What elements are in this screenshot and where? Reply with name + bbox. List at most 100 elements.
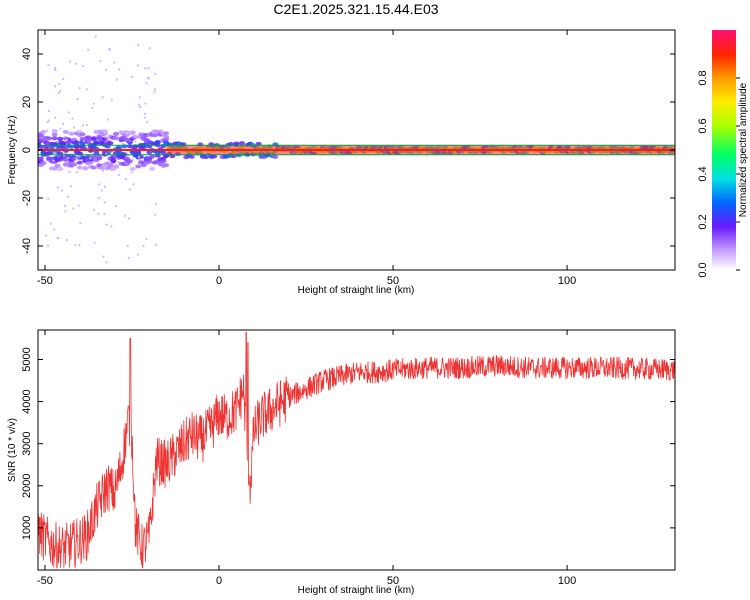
- x-tick-label: 0: [216, 275, 222, 287]
- spectral-cell: [82, 166, 89, 171]
- spectral-speck: [66, 138, 69, 141]
- spectral-speck: [109, 160, 112, 163]
- spectral-speck: [67, 111, 70, 114]
- spectral-speck: [100, 189, 103, 192]
- colorbar-tick-label: 0.6: [697, 118, 709, 133]
- spectral-speck: [87, 48, 90, 51]
- spectral-speck: [147, 67, 150, 70]
- spectral-cell: [76, 165, 83, 170]
- spectral-cell: [163, 131, 170, 136]
- spectral-speck: [92, 102, 95, 105]
- spectral-speck: [126, 155, 129, 158]
- spectral-cell: [140, 145, 147, 150]
- spectral-speck: [68, 170, 71, 173]
- spectral-cell: [79, 132, 86, 137]
- spectral-cell: [112, 164, 119, 169]
- x-tick-label: -50: [37, 575, 53, 587]
- spectral-speck: [74, 244, 77, 247]
- spectral-speck: [56, 140, 59, 143]
- spectral-speck: [77, 204, 80, 207]
- spectral-cell: [93, 140, 100, 145]
- spectral-speck: [113, 61, 116, 64]
- y-tick-label: -40: [21, 238, 33, 254]
- colorbar-label: Normalized spectral amplitude: [738, 82, 749, 217]
- y-tick-label: 40: [21, 48, 33, 60]
- spectral-speck: [105, 68, 108, 71]
- spectral-cell: [62, 157, 69, 162]
- spectral-cell: [101, 131, 108, 136]
- spectral-speck: [62, 122, 65, 125]
- spectral-cell: [51, 132, 58, 137]
- x-tick-label: 50: [387, 575, 399, 587]
- spectral-speck: [82, 140, 85, 143]
- y-tick-label: 0: [21, 147, 33, 153]
- spectral-speck: [97, 197, 100, 200]
- spectral-cell: [115, 145, 122, 150]
- y-tick-label: -20: [21, 190, 33, 206]
- spectral-cell: [62, 129, 69, 134]
- spectral-speck: [145, 82, 148, 85]
- y-tick-label: 4000: [21, 389, 33, 413]
- spectral-speck: [103, 201, 106, 204]
- spectral-cell: [96, 154, 103, 159]
- spectral-speck: [148, 47, 151, 50]
- spectral-cell: [60, 141, 67, 146]
- spectral-speck: [72, 207, 75, 210]
- y-tick-label: 3000: [21, 431, 33, 455]
- spectral-cell: [160, 159, 167, 164]
- spectral-speck: [130, 171, 133, 174]
- snr-x-ticks: -50 0 50 100: [37, 330, 576, 587]
- spectral-speck: [117, 161, 120, 164]
- spectral-cell: [51, 136, 58, 141]
- spectral-speck: [70, 185, 73, 188]
- snr-x-label: Height of straight line (km): [298, 585, 415, 596]
- spectral-speck: [48, 110, 51, 113]
- spectral-speck: [103, 185, 106, 188]
- spectral-speck: [79, 222, 82, 225]
- spectral-cell: [107, 141, 114, 146]
- spectral-cell: [160, 150, 167, 155]
- spectral-speck: [146, 121, 149, 124]
- spectral-cell: [112, 131, 119, 136]
- spectral-speck: [63, 204, 66, 207]
- spectral-cell: [76, 151, 83, 156]
- spectral-cell: [132, 134, 139, 139]
- spectral-speck: [115, 205, 118, 208]
- spectral-speck: [78, 87, 81, 90]
- spectral-speck: [155, 243, 158, 246]
- spectral-cell: [211, 154, 218, 159]
- spectral-cell: [129, 131, 136, 136]
- spectral-speck: [53, 85, 56, 88]
- spectral-speck: [53, 116, 56, 119]
- spectral-speck: [53, 151, 56, 154]
- spectral-speck: [115, 78, 118, 81]
- spectral-cell: [90, 136, 97, 141]
- spectral-speck: [104, 135, 107, 138]
- spectral-speck: [137, 156, 140, 159]
- spectral-speck: [82, 124, 85, 127]
- spectral-speck: [56, 186, 59, 189]
- spectral-speck: [78, 244, 81, 247]
- spectral-cell: [112, 136, 119, 141]
- x-tick-label: 0: [216, 575, 222, 587]
- spectral-speck: [110, 169, 113, 172]
- spectral-speck: [93, 209, 96, 212]
- spectral-speck: [74, 62, 77, 65]
- spectral-speck: [76, 98, 79, 101]
- spectral-speck: [89, 157, 92, 160]
- spectral-speck: [47, 64, 50, 67]
- spectral-speck: [127, 256, 130, 259]
- spectral-cell: [90, 165, 97, 170]
- spectral-speck: [46, 129, 49, 132]
- spectral-speck: [65, 239, 68, 242]
- spectral-cell: [149, 166, 156, 171]
- spectral-speck: [136, 253, 139, 256]
- spectral-speck: [58, 83, 61, 86]
- colorbar-tick-label: 0.0: [697, 262, 709, 277]
- spectral-speck: [136, 64, 139, 67]
- spectral-cell: [272, 154, 279, 159]
- spectral-speck: [71, 117, 74, 120]
- x-tick-label: 100: [558, 575, 576, 587]
- spectral-speck: [129, 188, 132, 191]
- spectral-speck: [94, 35, 97, 38]
